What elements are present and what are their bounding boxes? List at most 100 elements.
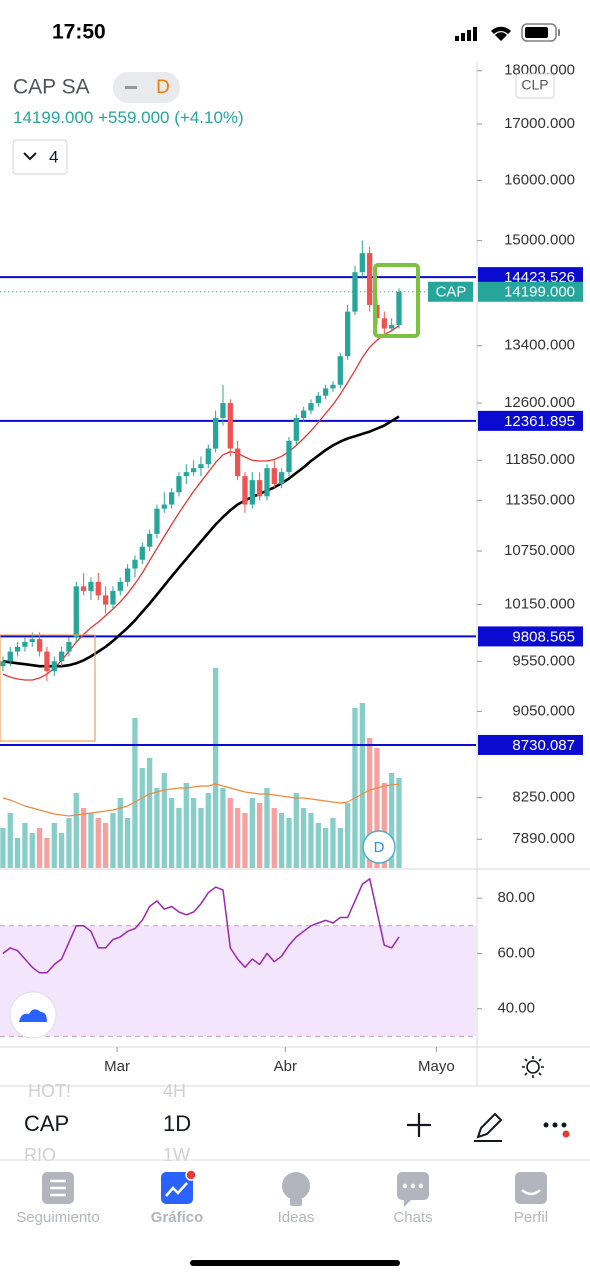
candle-body	[301, 410, 307, 418]
candle-body	[44, 651, 50, 672]
candle-body	[278, 472, 285, 485]
draw-button[interactable]	[474, 1112, 503, 1142]
rsi-tick-label: 40.00	[497, 1000, 535, 1017]
volume-bar	[242, 813, 248, 868]
candle-body	[345, 311, 351, 357]
candle-body	[51, 661, 57, 672]
highlight-box[interactable]	[373, 263, 420, 338]
candle-body	[337, 356, 343, 385]
candle-body	[323, 388, 329, 396]
symbol-picker[interactable]: CAP	[24, 1111, 69, 1136]
volume-bar	[205, 793, 211, 868]
candle-body	[80, 586, 87, 591]
volume-bar	[227, 798, 233, 868]
dividend-marker[interactable]	[362, 830, 396, 864]
picker-faded: 4H	[163, 1081, 186, 1101]
x-tick-label: Abr	[274, 1058, 297, 1075]
home-indicator	[190, 1260, 400, 1266]
rsi-tick-label: 60.00	[497, 944, 535, 961]
theme-icon[interactable]	[522, 1056, 544, 1078]
tab-label[interactable]: Ideas	[278, 1209, 315, 1226]
candle-body	[264, 468, 270, 497]
tab-label[interactable]: Seguimiento	[16, 1209, 99, 1226]
volume-bar	[389, 773, 395, 868]
interval[interactable]: D	[156, 77, 170, 98]
level-label-box	[478, 734, 583, 755]
volume-bar	[117, 798, 123, 868]
candle-body	[161, 504, 167, 509]
tab-glyph	[404, 1200, 411, 1207]
change: +559.000	[98, 108, 169, 127]
status-icons	[455, 23, 560, 42]
candle-body	[95, 581, 101, 596]
interval-pill[interactable]	[113, 72, 180, 103]
volume-bar	[301, 808, 307, 868]
moving-average	[2, 415, 400, 668]
candle-body	[256, 480, 263, 497]
y-tick-label: 9550.000	[512, 652, 575, 669]
volume-bar	[249, 798, 255, 868]
chevron	[23, 152, 37, 161]
interval-picker[interactable]: 1D	[163, 1111, 191, 1136]
clock: 17:50	[52, 21, 106, 44]
tab-icon[interactable]	[161, 1172, 193, 1204]
candle-body	[7, 651, 13, 662]
tab-label[interactable]: Perfil	[514, 1209, 548, 1226]
last-price-box	[478, 281, 583, 302]
tab-icon[interactable]	[282, 1172, 310, 1200]
volume-bar	[44, 838, 50, 868]
candle-body	[124, 568, 131, 582]
last-price-label: 14199.000	[504, 284, 575, 301]
level-label-box	[478, 626, 583, 647]
candle-body	[389, 325, 395, 329]
indicator-toggle[interactable]	[12, 139, 68, 175]
dash	[125, 86, 137, 89]
rsi-band	[0, 925, 476, 1037]
volume-bar	[359, 703, 365, 868]
candle-body	[396, 291, 402, 326]
tab-label[interactable]: Chats	[393, 1209, 432, 1226]
volume-bar	[315, 823, 321, 868]
volume-bar	[212, 668, 219, 868]
volume-bar	[176, 808, 182, 868]
volume-bar	[161, 773, 167, 868]
candle-body	[359, 253, 365, 273]
candle-body	[308, 403, 314, 411]
add-button[interactable]	[407, 1113, 431, 1137]
tab-label[interactable]: Gráfico	[151, 1209, 204, 1226]
candle-body	[36, 639, 43, 652]
volume-bar	[308, 813, 314, 868]
rsi-tick-label: 80.00	[497, 889, 535, 906]
volume-bar	[110, 813, 116, 868]
notification-dot	[185, 1169, 197, 1181]
volume-bar	[278, 813, 285, 868]
level-label: 8730.087	[512, 737, 575, 754]
symbol-tag-box	[428, 281, 473, 302]
candle-body	[88, 581, 94, 591]
candle-body	[14, 646, 21, 652]
candle-body	[183, 472, 189, 477]
drawn-rectangle[interactable]	[0, 634, 96, 742]
candle-body	[0, 661, 6, 667]
symbol-title[interactable]: CAP SA	[13, 76, 90, 99]
volume-bar	[102, 823, 109, 868]
y-tick-label: 15000.000	[504, 232, 575, 249]
tab-glyph	[290, 1198, 302, 1206]
symbol-tag: CAP	[436, 284, 467, 301]
more-button[interactable]	[543, 1122, 570, 1138]
level-label: 12361.895	[504, 413, 575, 430]
x-tick-label: Mar	[104, 1058, 130, 1075]
x-tick-label: Mayo	[418, 1058, 455, 1075]
candle-body	[58, 651, 65, 662]
candle-body	[381, 318, 387, 329]
volume-bar	[337, 828, 343, 868]
candle-body	[110, 590, 116, 605]
volume-bar	[330, 818, 336, 868]
candle-body	[117, 581, 123, 591]
tab-icon[interactable]	[515, 1172, 547, 1204]
candle-body	[102, 595, 109, 605]
volume-bar	[264, 788, 270, 868]
y-tick-label: 10150.000	[504, 596, 575, 613]
